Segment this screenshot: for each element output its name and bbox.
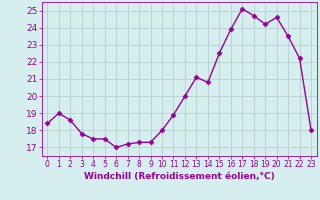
- X-axis label: Windchill (Refroidissement éolien,°C): Windchill (Refroidissement éolien,°C): [84, 172, 275, 181]
